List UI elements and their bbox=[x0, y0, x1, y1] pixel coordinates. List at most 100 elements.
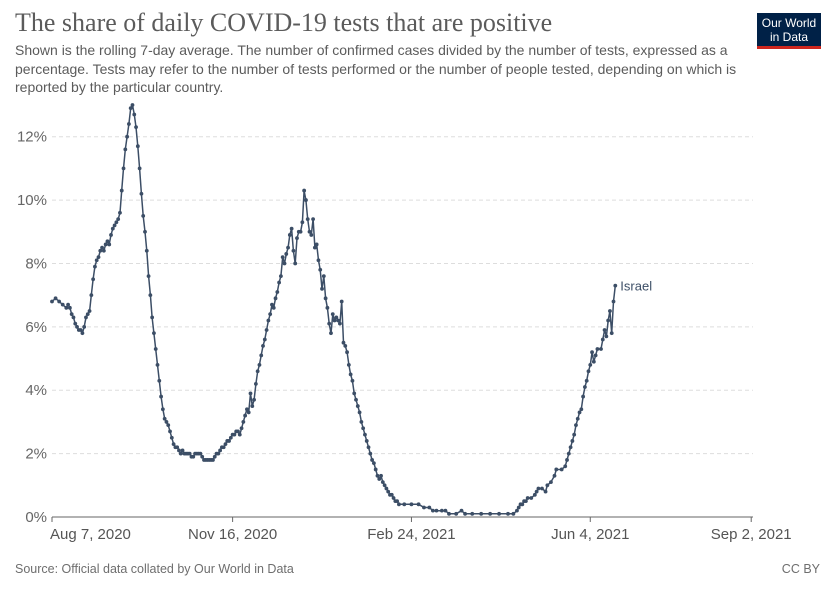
data-point bbox=[128, 106, 133, 111]
data-point bbox=[389, 492, 394, 497]
logo-line-1: Our World bbox=[761, 16, 817, 30]
data-point bbox=[602, 328, 607, 332]
data-point bbox=[252, 397, 256, 402]
x-tick-label: Nov 16, 2020 bbox=[188, 526, 277, 543]
data-point bbox=[119, 188, 124, 193]
data-point bbox=[218, 448, 222, 453]
data-point bbox=[318, 267, 323, 272]
data-point bbox=[397, 502, 401, 507]
data-point bbox=[80, 331, 85, 336]
data-point bbox=[280, 255, 285, 260]
data-point bbox=[611, 299, 616, 304]
data-point bbox=[112, 223, 117, 228]
data-point bbox=[212, 454, 217, 459]
data-point bbox=[332, 318, 337, 323]
data-point bbox=[96, 255, 101, 260]
data-point bbox=[339, 299, 344, 304]
data-point bbox=[135, 144, 140, 149]
data-point bbox=[125, 134, 130, 139]
data-point bbox=[126, 122, 131, 126]
data-point bbox=[336, 318, 341, 323]
data-point bbox=[264, 328, 269, 332]
data-point bbox=[352, 391, 357, 396]
data-point bbox=[130, 103, 135, 107]
data-point bbox=[298, 229, 303, 234]
data-point bbox=[463, 511, 467, 516]
data-point bbox=[608, 309, 612, 313]
data-point bbox=[137, 166, 142, 171]
data-point bbox=[262, 337, 267, 342]
data-point bbox=[323, 296, 328, 301]
data-point bbox=[375, 473, 380, 478]
data-point bbox=[141, 214, 146, 218]
data-point bbox=[506, 511, 510, 516]
data-point bbox=[314, 242, 319, 247]
data-point bbox=[559, 467, 564, 472]
y-axis-tick-labels: 0% 2% 4% 6% 8% 10% 12% bbox=[17, 129, 47, 526]
data-point bbox=[511, 511, 516, 516]
data-point bbox=[363, 432, 367, 437]
x-tick-label: Aug 7, 2020 bbox=[50, 526, 131, 543]
data-point bbox=[139, 191, 144, 196]
data-point bbox=[143, 229, 147, 234]
data-point bbox=[534, 489, 539, 494]
data-point bbox=[177, 448, 181, 453]
data-point bbox=[168, 429, 172, 434]
data-point bbox=[105, 239, 110, 244]
owid-logo[interactable]: Our World in Data bbox=[757, 13, 821, 49]
data-point bbox=[155, 362, 160, 367]
data-point bbox=[330, 312, 335, 317]
data-point bbox=[583, 385, 587, 389]
x-tick-label: Jun 4, 2021 bbox=[551, 526, 629, 543]
data-point bbox=[391, 496, 396, 500]
data-point bbox=[300, 220, 305, 225]
data-point bbox=[241, 420, 246, 424]
data-point bbox=[350, 378, 355, 383]
data-point bbox=[277, 280, 282, 285]
data-point bbox=[248, 391, 253, 396]
data-point bbox=[584, 378, 589, 383]
source-note[interactable]: Source: Official data collated by Our Wo… bbox=[15, 562, 294, 576]
data-point bbox=[118, 210, 122, 215]
data-point bbox=[275, 290, 280, 294]
data-point bbox=[78, 328, 83, 332]
series-line bbox=[51, 104, 617, 515]
x-tick-label: Feb 24, 2021 bbox=[367, 526, 455, 543]
data-point bbox=[520, 502, 525, 507]
chart-subtitle: Shown is the rolling 7-day average. The … bbox=[15, 42, 737, 95]
data-point bbox=[443, 508, 448, 513]
data-point bbox=[157, 378, 162, 383]
data-point bbox=[221, 445, 226, 450]
data-point bbox=[348, 372, 353, 377]
data-point bbox=[211, 458, 215, 462]
data-point bbox=[164, 420, 169, 424]
license-link[interactable]: CC BY bbox=[781, 562, 820, 576]
data-point bbox=[255, 369, 260, 374]
x-axis: Aug 7, 2020 Nov 16, 2020 Feb 24, 2021 Jun 4… bbox=[50, 516, 792, 543]
data-point bbox=[153, 347, 158, 351]
data-point bbox=[87, 309, 92, 313]
line-chart: 0% 2% 4% 6% 8% 10% 12% Aug 7, 2020 Nov 16, 2020… bbox=[17, 103, 792, 543]
data-point bbox=[368, 451, 373, 456]
x-tick-label: Sep 2, 2021 bbox=[711, 526, 792, 543]
data-point bbox=[295, 236, 299, 241]
data-point bbox=[532, 492, 537, 497]
data-point bbox=[271, 305, 276, 310]
data-point bbox=[366, 445, 371, 450]
data-point bbox=[606, 318, 611, 323]
data-point bbox=[572, 432, 577, 437]
data-point bbox=[304, 198, 308, 202]
data-point bbox=[409, 502, 414, 507]
data-point bbox=[50, 299, 54, 304]
data-point bbox=[228, 435, 233, 440]
data-point bbox=[146, 274, 151, 279]
data-point bbox=[110, 226, 115, 231]
data-point bbox=[595, 347, 600, 351]
data-point bbox=[316, 258, 321, 263]
data-point bbox=[540, 486, 544, 491]
data-point bbox=[71, 315, 76, 320]
data-point bbox=[243, 413, 248, 418]
data-point bbox=[273, 296, 278, 301]
data-point bbox=[144, 248, 149, 253]
data-point bbox=[373, 467, 378, 472]
